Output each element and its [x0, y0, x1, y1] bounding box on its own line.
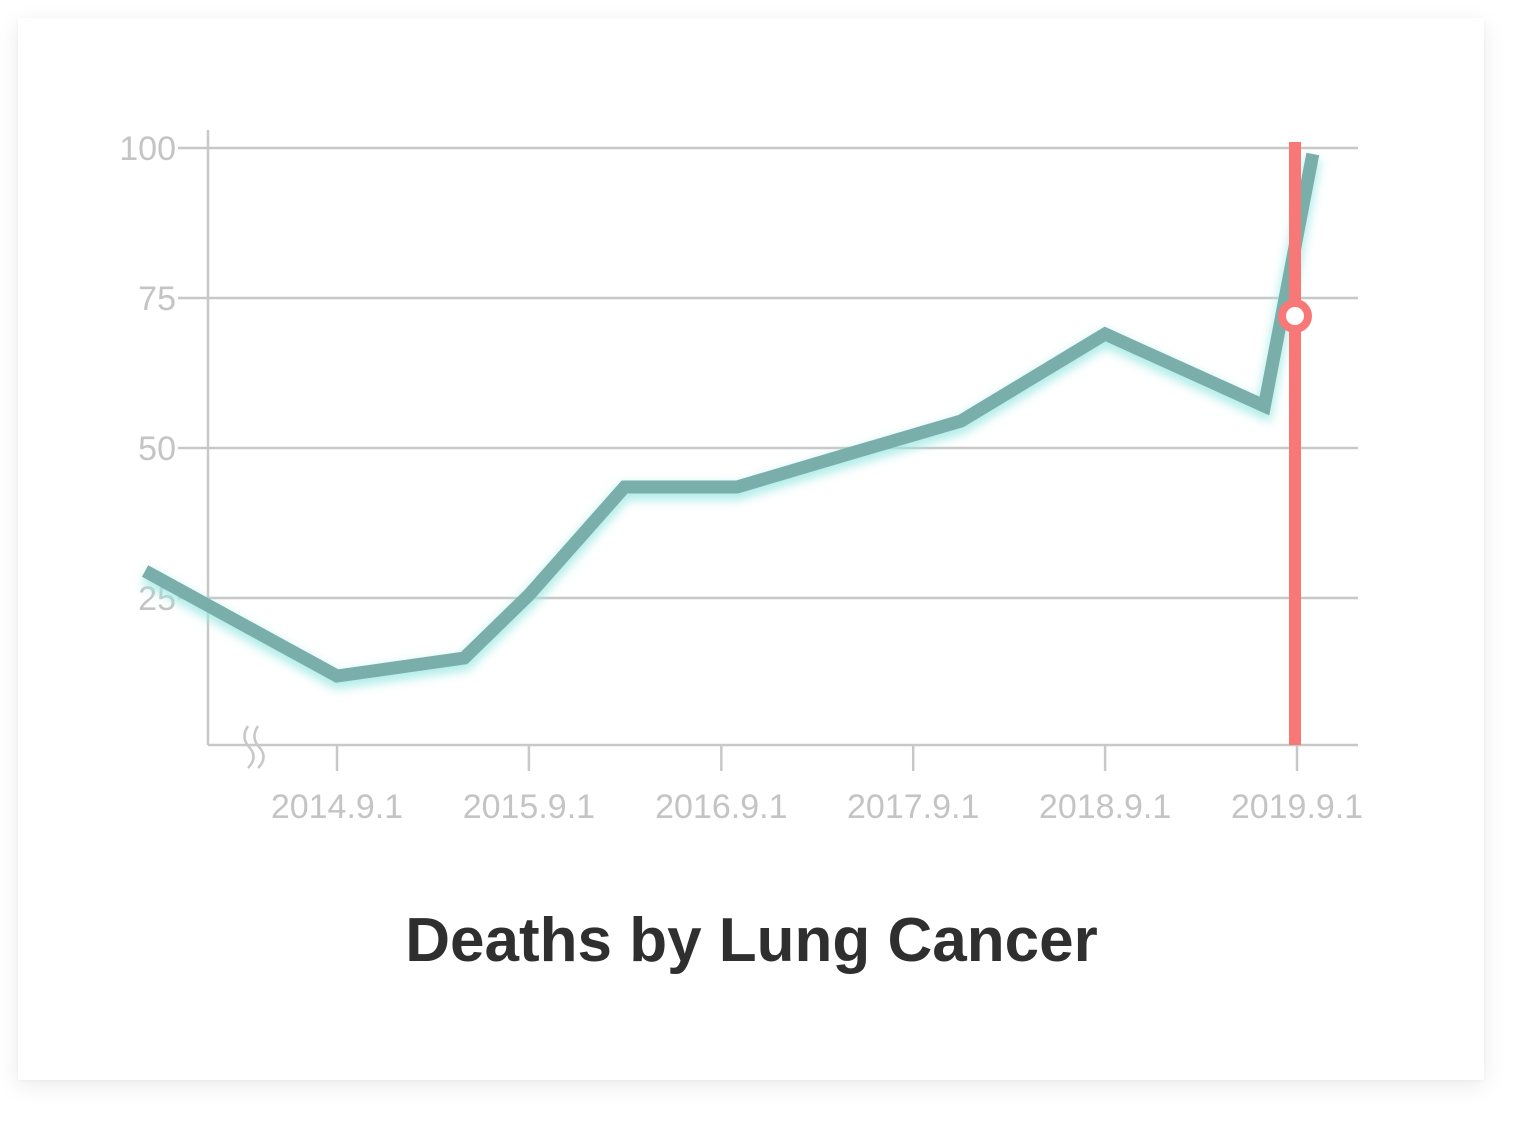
axis-break-mark [243, 725, 255, 769]
chart-title: Deaths by Lung Cancer [405, 906, 1098, 975]
chart-card [18, 18, 1484, 1080]
highlight-marker[interactable] [1278, 299, 1312, 333]
y-tick-label: 75 [138, 280, 176, 318]
axes [206, 130, 1358, 771]
y-tick-label: 50 [138, 430, 176, 468]
x-tick-label: 2017.9.1 [847, 788, 979, 826]
highlight-layer [1278, 142, 1312, 745]
series-line-glow [141, 157, 1321, 690]
series-line [141, 152, 1320, 683]
x-tick-label: 2019.9.1 [1231, 788, 1363, 826]
x-tick-label: 2016.9.1 [655, 788, 787, 826]
y-tick-label: 100 [119, 130, 176, 168]
gridlines [178, 146, 1358, 600]
x-tick-label: 2014.9.1 [271, 788, 403, 826]
x-tick-label: 2015.9.1 [463, 788, 595, 826]
axis-break-mark [253, 725, 265, 769]
series-layer [141, 152, 1321, 690]
x-tick-label: 2018.9.1 [1039, 788, 1171, 826]
